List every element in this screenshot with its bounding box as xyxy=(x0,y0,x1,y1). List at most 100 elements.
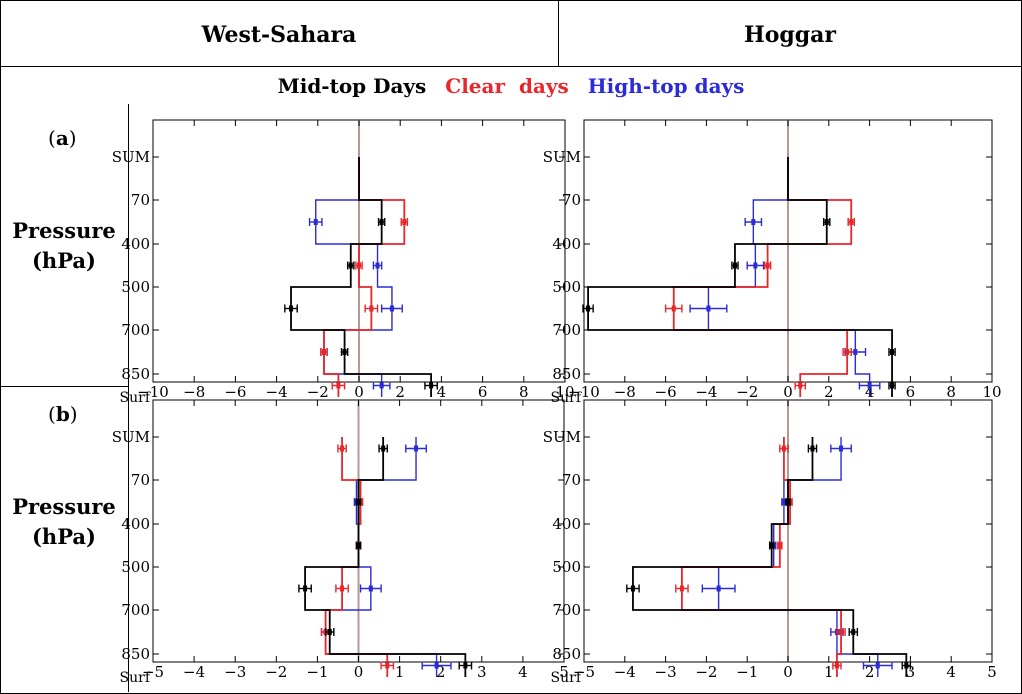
series-line xyxy=(672,157,853,397)
legend-mid-top: Mid-top Days xyxy=(277,74,427,98)
data-point xyxy=(368,585,373,592)
legend: Mid-top Days Clear days High-top days xyxy=(0,74,1022,98)
y-tick-label: Surf xyxy=(120,390,152,406)
x-tick-label: −2 xyxy=(736,383,758,401)
data-point xyxy=(786,499,790,505)
data-point xyxy=(781,445,786,452)
x-tick-label: −2 xyxy=(307,383,329,401)
chart-b-hoggar: −5 −4 −3 −2 −1 0 1 2 3 4 5 SUM 70 400 500 700 850 Surf xyxy=(543,399,997,686)
data-point xyxy=(356,542,361,549)
series-clear-days xyxy=(320,157,409,397)
x-tick-label: −1 xyxy=(306,663,328,681)
x-tick-label: 5 xyxy=(559,663,569,681)
x-tick-label: −4 xyxy=(695,383,717,401)
x-tick-label: 0 xyxy=(783,663,793,681)
x-tick-label: 6 xyxy=(906,383,916,401)
data-point xyxy=(369,305,374,312)
series-mid-top-days xyxy=(626,437,912,677)
x-tick-label: 0 xyxy=(354,383,364,401)
data-point xyxy=(340,445,345,452)
x-tick-label: 5 xyxy=(987,663,997,681)
y-tick-label: 400 xyxy=(121,515,150,533)
data-point xyxy=(402,219,407,225)
data-point xyxy=(381,445,386,452)
y-tick-label: 700 xyxy=(121,321,150,339)
data-point xyxy=(777,542,782,549)
x-tick-label: 0 xyxy=(354,663,364,681)
y-tick-label: 850 xyxy=(121,365,150,383)
data-point xyxy=(389,305,394,312)
data-point xyxy=(327,629,332,635)
data-point xyxy=(289,305,294,312)
data-point xyxy=(379,382,384,389)
x-tick-label: −2 xyxy=(265,663,287,681)
x-tick-label: 4 xyxy=(518,663,528,681)
x-tick-label: −1 xyxy=(736,663,758,681)
panel-label-b: (b) xyxy=(48,402,78,426)
series-high-top-days xyxy=(689,157,881,397)
y-tick-label: 850 xyxy=(552,365,581,383)
series-clear-days xyxy=(664,157,855,397)
data-point xyxy=(798,382,803,389)
ylabel-a-line1: Pressure xyxy=(12,218,116,243)
x-tick-label: −8 xyxy=(614,383,636,401)
ylabel-b: Pressure (hPa) xyxy=(4,492,124,552)
x-tick-label: −4 xyxy=(183,663,205,681)
y-tick-label: SUM xyxy=(112,148,150,166)
x-tick-label: 6 xyxy=(478,383,488,401)
y-tick-label: 70 xyxy=(562,471,581,489)
data-point xyxy=(586,305,591,312)
x-tick-label: 2 xyxy=(436,663,446,681)
x-tick-label: −4 xyxy=(614,663,636,681)
data-point xyxy=(321,349,326,355)
row-label-divider-b xyxy=(128,386,129,692)
data-point xyxy=(385,662,390,669)
series-line xyxy=(324,437,389,677)
series-clear-days xyxy=(675,437,846,677)
x-tick-label: 10 xyxy=(982,383,1001,401)
x-tick-label: −10 xyxy=(568,383,600,401)
data-point xyxy=(429,382,434,389)
chart-b-west: −5 −4 −3 −2 −1 0 1 2 3 4 5 SUM 70 400 500 700 850 Surf xyxy=(112,399,569,686)
data-point xyxy=(765,262,770,269)
x-tick-label: 8 xyxy=(519,383,529,401)
series-line xyxy=(315,157,393,397)
data-point xyxy=(769,542,774,549)
y-tick-label: 400 xyxy=(121,235,150,253)
data-point xyxy=(753,262,758,269)
series-high-top-days xyxy=(701,437,893,677)
ylabel-a-line2: (hPa) xyxy=(32,248,96,273)
x-tick-label: 10 xyxy=(555,383,574,401)
row-label-divider-a xyxy=(128,104,129,386)
column-header-west-sahara: West-Sahara xyxy=(201,22,357,48)
data-point xyxy=(336,382,341,389)
series-line xyxy=(707,157,871,397)
y-tick-label: Surf xyxy=(120,670,152,686)
panel-letter-b: b xyxy=(55,402,70,426)
legend-high-top: High-top days xyxy=(587,74,745,98)
ylabel-a: Pressure (hPa) xyxy=(4,216,124,276)
x-tick-label: 1 xyxy=(395,663,405,681)
data-point xyxy=(890,349,895,355)
y-tick-label: 850 xyxy=(121,645,150,663)
series-line xyxy=(323,157,406,397)
y-tick-label: 70 xyxy=(131,471,150,489)
data-point xyxy=(414,445,419,452)
series-line xyxy=(632,437,908,677)
series-mid-top-days xyxy=(284,157,438,397)
x-tick-label: −3 xyxy=(224,663,246,681)
row-divider xyxy=(0,386,129,387)
y-tick-label: 400 xyxy=(552,515,581,533)
x-tick-label: −6 xyxy=(224,383,246,401)
data-point xyxy=(890,382,895,389)
y-tick-label: 700 xyxy=(552,321,581,339)
x-tick-label: 2 xyxy=(395,383,405,401)
y-tick-label: SUM xyxy=(112,428,150,446)
data-point xyxy=(706,305,711,312)
panel-label-a: (a) xyxy=(48,126,77,150)
column-divider-top xyxy=(558,0,559,66)
y-tick-label: 500 xyxy=(121,558,150,576)
data-point xyxy=(851,629,856,635)
